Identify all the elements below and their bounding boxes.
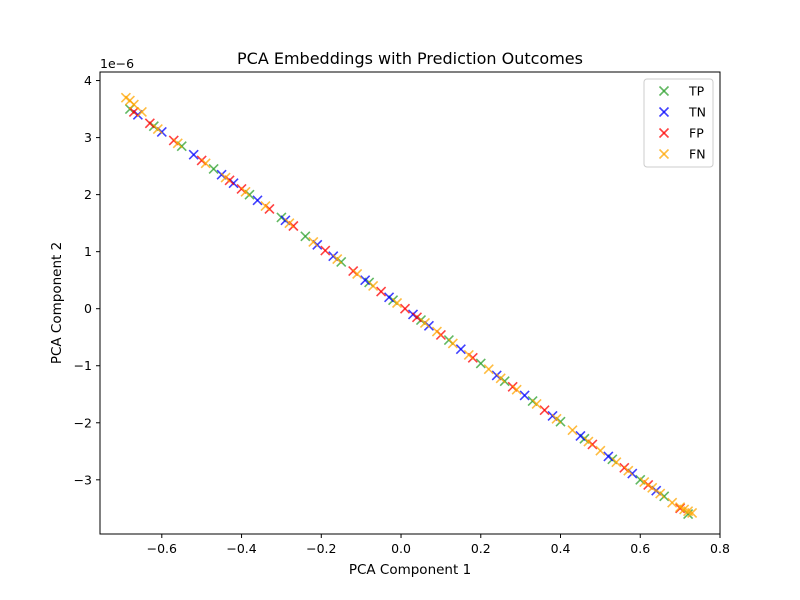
data-point-fn (531, 398, 542, 410)
data-point-tn (384, 292, 395, 303)
data-point-fn (260, 200, 271, 212)
data-point-fn (419, 317, 431, 329)
data-point-tn (360, 275, 371, 286)
data-point-tn (519, 390, 530, 401)
data-point-fn (240, 186, 251, 197)
data-point-fn (352, 268, 363, 279)
legend-label-fp: FP (689, 126, 704, 141)
y-tick-label: 0 (84, 301, 92, 316)
data-point-fn (332, 254, 343, 265)
data-point-fn (647, 482, 658, 493)
data-point-fn (655, 488, 666, 499)
legend-marker-fp (658, 127, 670, 139)
data-point-fp (320, 245, 331, 256)
data-point-fn (220, 172, 231, 183)
x-tick-label: 0.6 (630, 541, 650, 556)
data-point-fp (539, 405, 550, 416)
y-tick-label: −3 (74, 472, 92, 487)
data-point-fn (152, 123, 163, 135)
data-point-fp (411, 312, 423, 323)
data-point-tn (188, 149, 199, 160)
data-point-fn (623, 465, 634, 476)
scatter-points (120, 92, 698, 520)
data-point-fn (431, 326, 442, 337)
x-tick-label: −0.6 (147, 541, 177, 556)
x-axis-label: PCA Component 1 (349, 562, 471, 578)
data-point-tn (575, 430, 586, 441)
data-point-tn (603, 451, 614, 462)
data-point-tn (252, 195, 263, 206)
data-point-fn (284, 218, 295, 229)
chart-title: PCA Embeddings with Prediction Outcomes (237, 49, 583, 68)
data-point-fn (128, 99, 139, 110)
data-point-fn (687, 507, 698, 518)
data-point-tp (300, 231, 311, 242)
data-point-fn (368, 280, 379, 291)
data-point-tp (208, 163, 219, 175)
data-point-fn (200, 158, 211, 169)
y-tick-label: 1 (84, 244, 92, 259)
data-point-fn (463, 349, 474, 360)
data-point-fn (551, 413, 562, 424)
data-point-fn (595, 445, 606, 456)
legend-marker-fn (658, 148, 670, 160)
data-point-fn (308, 236, 319, 248)
data-point-fn (583, 436, 594, 447)
x-tick-label: −0.4 (226, 541, 256, 556)
data-point-tp (475, 358, 486, 369)
data-point-fn (483, 364, 494, 375)
y-axis: −3 −2 −1 0 1 2 3 4 (74, 73, 100, 487)
x-tick-label: 0.4 (551, 541, 571, 556)
data-point-fp (144, 118, 155, 129)
legend-label-tn: TN (688, 105, 706, 120)
data-point-fn (511, 384, 522, 395)
y-scale-offset: 1e−6 (100, 56, 134, 71)
data-point-fn (611, 457, 622, 468)
series-tn (132, 109, 662, 496)
x-tick-label: −0.2 (306, 541, 336, 556)
y-tick-label: 4 (84, 73, 92, 88)
data-point-fn (639, 477, 650, 488)
data-point-fn (136, 106, 147, 117)
x-tick-label: 0.0 (391, 541, 411, 556)
legend-label-tp: TP (688, 84, 705, 99)
y-tick-label: −2 (74, 415, 92, 430)
series-fn (120, 92, 698, 518)
y-axis-label: PCA Component 2 (49, 242, 65, 364)
data-point-fn (495, 373, 506, 384)
data-point-fp (399, 303, 411, 314)
legend-box (643, 78, 714, 168)
x-axis: −0.6 −0.4 −0.2 0.0 0.2 0.4 0.6 0.8 (147, 534, 730, 556)
legend-marker-tp (658, 85, 670, 97)
data-point-fn (172, 138, 183, 149)
x-tick-label: 0.8 (710, 541, 730, 556)
y-tick-label: 2 (84, 187, 92, 202)
data-point-fp (376, 286, 387, 297)
x-tick-label: 0.2 (471, 541, 491, 556)
data-point-tn (455, 344, 466, 355)
data-point-fp (128, 106, 139, 117)
y-tick-label: 3 (84, 130, 92, 145)
plot-frame (99, 71, 721, 535)
data-point-fn (447, 338, 458, 349)
legend-label-fn: FN (689, 147, 706, 162)
legend: TP TN FP FN (643, 78, 714, 168)
y-tick-label: −1 (74, 358, 92, 373)
data-point-fn (567, 425, 578, 436)
legend-marker-tn (658, 106, 670, 118)
data-point-fn (391, 297, 403, 309)
data-point-fn (667, 497, 678, 508)
